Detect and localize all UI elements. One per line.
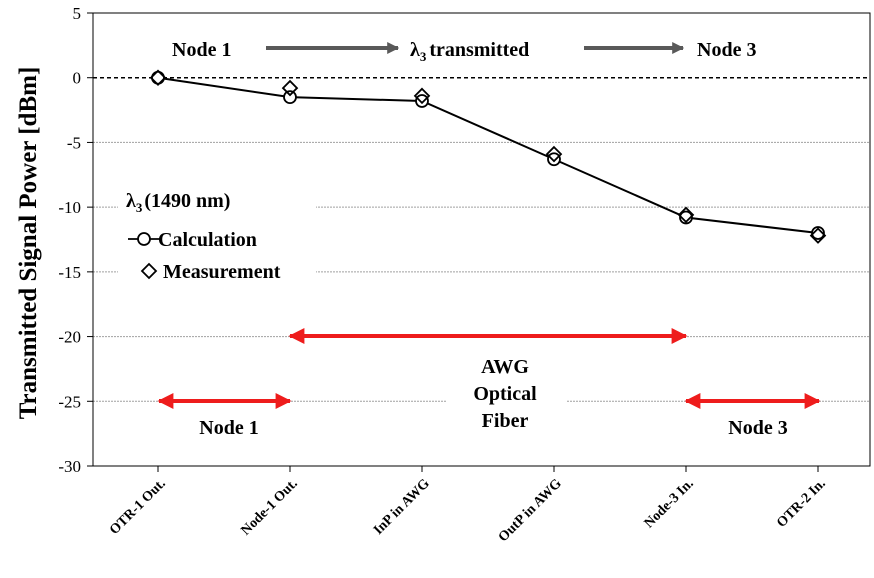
calculation-point xyxy=(415,94,429,108)
x-axis-ticks: OTR-1 Out. Node-1 Out. InP in AWG OutP in A… xyxy=(107,466,829,545)
calculation-point xyxy=(283,90,297,105)
span-node3-label: Node 3 xyxy=(728,417,787,439)
top-transmitted-label: λ3 transmitted xyxy=(410,39,529,64)
legend-measurement-label: Measurement xyxy=(163,261,281,283)
x-tick-label: Node-1 Out. xyxy=(239,476,301,538)
measurement-point xyxy=(413,87,431,105)
legend-diamond-marker xyxy=(140,262,158,280)
calculation-point xyxy=(547,152,561,167)
measurement-point xyxy=(149,69,167,86)
y-axis-ticks: 5 0 -5 -10 -15 -20 -25 -30 xyxy=(58,4,93,476)
legend: λ3 (1490 nm) Calculation Measurement xyxy=(118,186,316,290)
x-tick-label: Node-3 In. xyxy=(642,476,697,531)
calculation-point xyxy=(151,70,165,85)
measurement-point xyxy=(809,227,827,244)
y-tick-label: -10 xyxy=(58,198,81,217)
measurement-point xyxy=(677,206,695,224)
y-tick-label: 5 xyxy=(73,4,82,23)
x-tick-label: OTR-1 Out. xyxy=(107,476,169,538)
plot-area-border xyxy=(92,12,871,467)
x-tick-label: OTR-2 In. xyxy=(774,476,829,531)
calculation-point xyxy=(811,226,825,240)
y-tick-label: -20 xyxy=(58,328,81,347)
y-tick-label: -30 xyxy=(58,457,81,476)
transmission-direction-annotation: Node 1 λ3 transmitted Node 3 xyxy=(168,33,782,64)
span-awg-line1: AWG xyxy=(481,356,529,378)
series-lines xyxy=(157,76,819,235)
y-tick-label: -15 xyxy=(58,263,81,282)
top-node1-label: Node 1 xyxy=(172,39,231,61)
series-markers xyxy=(149,69,827,244)
measurement-point xyxy=(281,79,299,97)
legend-calculation-label: Calculation xyxy=(158,229,257,251)
span-awg-line2: Optical xyxy=(473,383,537,405)
calculation-point xyxy=(679,210,693,225)
y-tick-label: -25 xyxy=(58,392,81,411)
measurement-point xyxy=(545,145,563,163)
y-axis-label: Transmitted Signal Power [dBm] xyxy=(15,67,42,420)
span-annotations: AWG Optical Fiber Node 1 Node 3 xyxy=(157,328,821,441)
x-tick-label: OutP in AWG xyxy=(496,476,565,545)
y-tick-label: -5 xyxy=(67,133,81,152)
span-node1-label: Node 1 xyxy=(199,417,258,439)
legend-circle-marker xyxy=(137,232,151,246)
top-node3-label: Node 3 xyxy=(697,39,756,61)
y-tick-label: 0 xyxy=(73,69,82,88)
span-awg-line3: Fiber xyxy=(482,410,529,432)
legend-title: λ3 (1490 nm) xyxy=(126,190,230,215)
x-tick-label: InP in AWG xyxy=(371,476,433,538)
series-line-calculation xyxy=(157,76,819,235)
